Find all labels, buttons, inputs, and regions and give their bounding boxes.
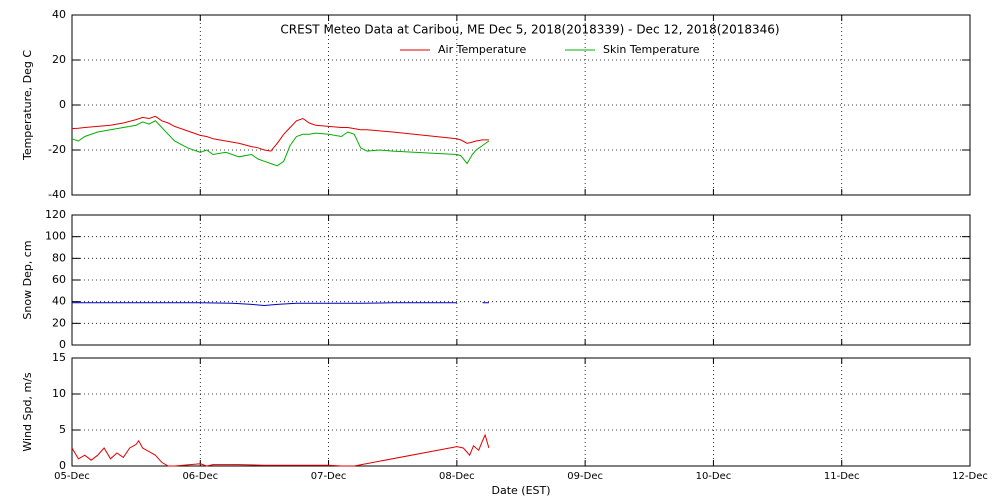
y-tick-label: 10 [52,387,66,400]
y-tick-label: 0 [59,338,66,351]
y-axis-label: Snow Dep, cm [21,240,34,319]
y-tick-label: 15 [52,351,66,364]
y-tick-label: 0 [59,459,66,472]
y-axis-label: Temperature, Deg C [21,50,34,161]
data-line [71,115,489,152]
plot-frame [71,357,971,467]
y-tick-label: -40 [48,188,66,201]
x-tick-label: 11-Dec [824,471,860,482]
y-tick-label: 100 [45,230,66,243]
data-line [72,302,489,307]
x-tick-label: 12-Dec [952,471,988,482]
y-tick-label: 40 [52,295,66,308]
y-tick-label: 40 [52,8,66,21]
y-tick-label: 20 [52,316,66,329]
y-tick-label: 60 [52,273,66,286]
x-tick-label: 08-Dec [439,471,475,482]
data-line [71,433,490,467]
y-tick-label: 120 [45,208,66,221]
legend-label: Air Temperature [438,43,527,56]
x-tick-label: 05-Dec [54,471,90,482]
y-tick-label: 5 [59,423,66,436]
x-tick-label: 10-Dec [696,471,732,482]
y-tick-label: 20 [52,53,66,66]
x-tick-label: 07-Dec [311,471,347,482]
y-tick-label: 80 [52,251,66,264]
y-axis-label: Wind Spd, m/s [21,372,34,452]
x-tick-label: 09-Dec [567,471,603,482]
x-axis-label: Date (EST) [491,484,550,497]
x-tick-label: 06-Dec [182,471,218,482]
data-line [71,120,490,167]
y-tick-label: 0 [59,98,66,111]
legend-label: Skin Temperature [603,43,700,56]
y-tick-label: -20 [48,143,66,156]
chart-title: CREST Meteo Data at Caribou, ME Dec 5, 2… [280,23,779,37]
